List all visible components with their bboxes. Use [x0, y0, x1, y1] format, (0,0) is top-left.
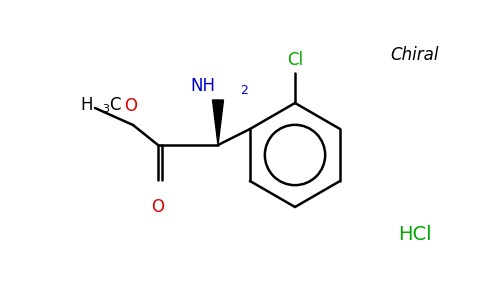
Text: 2: 2 — [240, 84, 248, 97]
Text: O: O — [124, 97, 137, 115]
Text: O: O — [151, 198, 165, 216]
Text: H: H — [80, 96, 93, 114]
Text: Cl: Cl — [287, 51, 303, 69]
Text: HCl: HCl — [398, 226, 432, 244]
Text: NH: NH — [190, 77, 215, 95]
Text: 3: 3 — [102, 104, 109, 114]
Polygon shape — [212, 100, 224, 145]
Text: Chiral: Chiral — [391, 46, 439, 64]
Text: C: C — [109, 96, 121, 114]
